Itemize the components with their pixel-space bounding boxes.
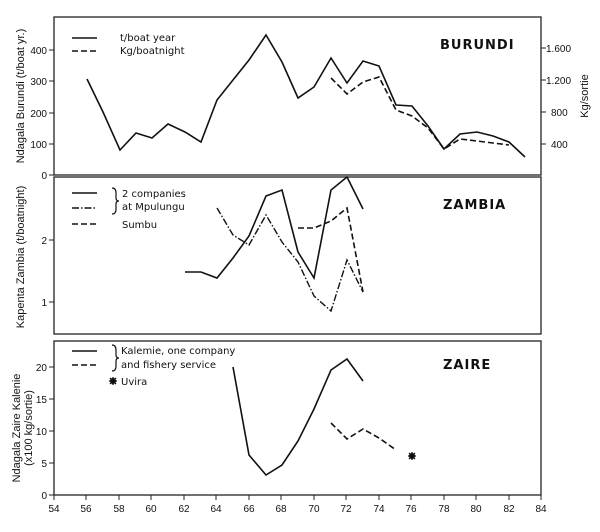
burundi-ytick-right: 400 — [551, 140, 568, 151]
zaire-kalemie-solid-line — [232, 357, 364, 477]
burundi-left-axis: 0 100 200 300 400 Ndagala Burundi (t/boa… — [15, 29, 54, 182]
xtick: 60 — [145, 504, 157, 515]
zambia-frame — [53, 176, 542, 335]
burundi-ytick-right: 1.600 — [546, 44, 571, 55]
xtick: 82 — [503, 504, 515, 515]
legend-label: 2 companies — [122, 189, 186, 200]
zaire-kalemie-dashed-line — [330, 422, 397, 451]
xtick: 72 — [340, 504, 352, 515]
xtick: 58 — [113, 504, 125, 515]
zambia-mpulungu-solid-line — [185, 175, 364, 281]
xtick: 78 — [438, 504, 450, 515]
xtick: 80 — [470, 504, 482, 515]
xtick: 66 — [243, 504, 255, 515]
legend-brace-icon — [111, 344, 120, 372]
legend-label: at Mpulungu — [122, 202, 185, 213]
zambia-left-axis: 2 1 Kapenta Zambia (t/boatnight) — [15, 186, 54, 328]
burundi-ytick: 0 — [41, 171, 47, 182]
burundi-frame — [53, 16, 542, 176]
zaire-ytick: 20 — [36, 363, 48, 374]
zaire-title: ZAIRE — [443, 358, 491, 373]
zaire-ytick: 15 — [36, 395, 48, 406]
burundi-ylabel: Ndagala Burundi (t/boat yr.) — [15, 29, 27, 164]
burundi-ytick-right: 1.200 — [546, 76, 571, 87]
zaire-ytick: 10 — [36, 427, 48, 438]
legend-label: t/boat year — [120, 33, 176, 44]
xtick: 64 — [210, 504, 222, 515]
xtick: 62 — [178, 504, 190, 515]
xtick: 56 — [80, 504, 92, 515]
burundi-ytick: 400 — [30, 46, 47, 57]
zambia-ytick: 2 — [41, 236, 47, 247]
zambia-mpulungu-dashdot-line — [216, 207, 364, 313]
zaire-ytick: 5 — [41, 459, 47, 470]
burundi-panel: 0 100 200 300 400 Ndagala Burundi (t/boa… — [15, 16, 591, 182]
legend-brace-icon — [111, 187, 120, 215]
burundi-title: BURUNDI — [440, 38, 515, 53]
xtick: 70 — [308, 504, 320, 515]
xtick: 54 — [48, 504, 60, 515]
burundi-t-boat-year-line — [86, 33, 526, 158]
zambia-sumbu-line — [298, 206, 364, 293]
burundi-ylabel-right: Kg/sortie — [579, 74, 591, 117]
zambia-title: ZAMBIA — [443, 198, 506, 213]
legend-label: Uvira — [121, 377, 147, 388]
zambia-legend: 2 companies at Mpulungu Sumbu — [72, 187, 186, 231]
xtick: 76 — [405, 504, 417, 515]
burundi-ytick: 100 — [30, 140, 47, 151]
zambia-ylabel: Kapenta Zambia (t/boatnight) — [15, 186, 27, 328]
burundi-ytick: 300 — [30, 77, 47, 88]
burundi-ytick: 200 — [30, 109, 47, 120]
zaire-ytick: 0 — [41, 491, 47, 502]
uvira-star-marker-icon — [408, 452, 416, 460]
legend-label: Kalemie, one company — [121, 346, 235, 357]
xtick: 84 — [535, 504, 547, 515]
zaire-panel: 0 5 10 15 20 Ndagala Zaire Kalenie (x100… — [11, 340, 542, 502]
zaire-ylabel: Ndagala Zaire Kalenie — [11, 374, 23, 483]
legend-label: Sumbu — [122, 220, 157, 231]
zaire-legend: Kalemie, one company and fishery service… — [72, 344, 235, 388]
legend-label: Kg/boatnight — [120, 46, 185, 57]
zaire-ylabel-units: (x100 kg/sortie) — [23, 390, 35, 466]
zaire-left-axis: 0 5 10 15 20 Ndagala Zaire Kalenie (x100… — [11, 363, 54, 502]
x-axis: 54 56 58 60 62 64 66 68 70 72 74 76 78 8… — [48, 495, 547, 515]
xtick: 74 — [373, 504, 385, 515]
xtick: 68 — [275, 504, 287, 515]
legend-star-icon — [109, 377, 117, 385]
burundi-ytick-right: 800 — [551, 108, 568, 119]
burundi-right-axis: 400 800 1.200 1.600 Kg/sortie — [541, 44, 591, 151]
burundi-legend: t/boat year Kg/boatnight — [72, 33, 185, 57]
zambia-ytick: 1 — [41, 298, 47, 309]
zaire-frame — [53, 340, 542, 496]
burundi-kg-boatnight-line — [330, 76, 510, 151]
legend-label: and fishery service — [121, 360, 216, 371]
zambia-panel: 2 1 Kapenta Zambia (t/boatnight) ZAMBIA … — [15, 175, 542, 335]
